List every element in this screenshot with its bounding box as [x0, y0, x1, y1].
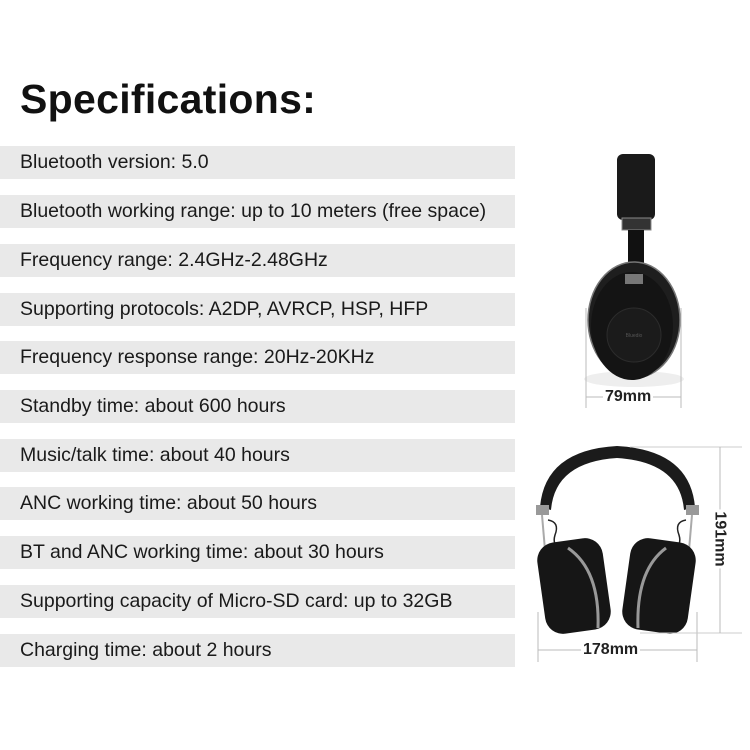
spec-row: Supporting protocols: A2DP, AVRCP, HSP, … — [0, 293, 515, 326]
depth-dimension-label: 79mm — [603, 388, 654, 406]
spec-text: Frequency range: 2.4GHz-2.48GHz — [20, 249, 328, 271]
spec-row: Standby time: about 600 hours — [0, 390, 515, 423]
page-title: Specifications: — [20, 76, 317, 122]
spec-row: ANC working time: about 50 hours — [0, 487, 515, 520]
headphones-side-view: Bluedio — [584, 154, 684, 408]
spec-row: Bluetooth version: 5.0 — [0, 146, 515, 179]
spec-text: Bluetooth version: 5.0 — [20, 151, 209, 173]
spec-text: Frequency response range: 20Hz-20KHz — [20, 346, 375, 368]
spec-text: Charging time: about 2 hours — [20, 639, 272, 661]
spec-text: Supporting capacity of Micro-SD card: up… — [20, 590, 453, 612]
spec-row: Charging time: about 2 hours — [0, 634, 515, 667]
brand-logo: Bluedio — [626, 333, 643, 339]
spec-row: Supporting capacity of Micro-SD card: up… — [0, 585, 515, 618]
spec-text: Standby time: about 600 hours — [20, 395, 286, 417]
width-dimension-label: 178mm — [581, 641, 641, 659]
spec-row: Frequency response range: 20Hz-20KHz — [0, 341, 515, 374]
spec-text: ANC working time: about 50 hours — [20, 492, 317, 514]
spec-row: BT and ANC working time: about 30 hours — [0, 536, 515, 569]
spec-text: Bluetooth working range: up to 10 meters… — [20, 200, 487, 222]
spec-text: Supporting protocols: A2DP, AVRCP, HSP, … — [20, 298, 429, 320]
spec-text: Music/talk time: about 40 hours — [20, 444, 290, 466]
spec-row: Music/talk time: about 40 hours — [0, 439, 515, 472]
spec-row: Bluetooth working range: up to 10 meters… — [0, 195, 515, 228]
spec-row: Frequency range: 2.4GHz-2.48GHz — [0, 244, 515, 277]
headphones-front-view — [536, 446, 742, 662]
spec-text: BT and ANC working time: about 30 hours — [20, 541, 384, 563]
height-dimension-label: 191mm — [710, 509, 729, 569]
